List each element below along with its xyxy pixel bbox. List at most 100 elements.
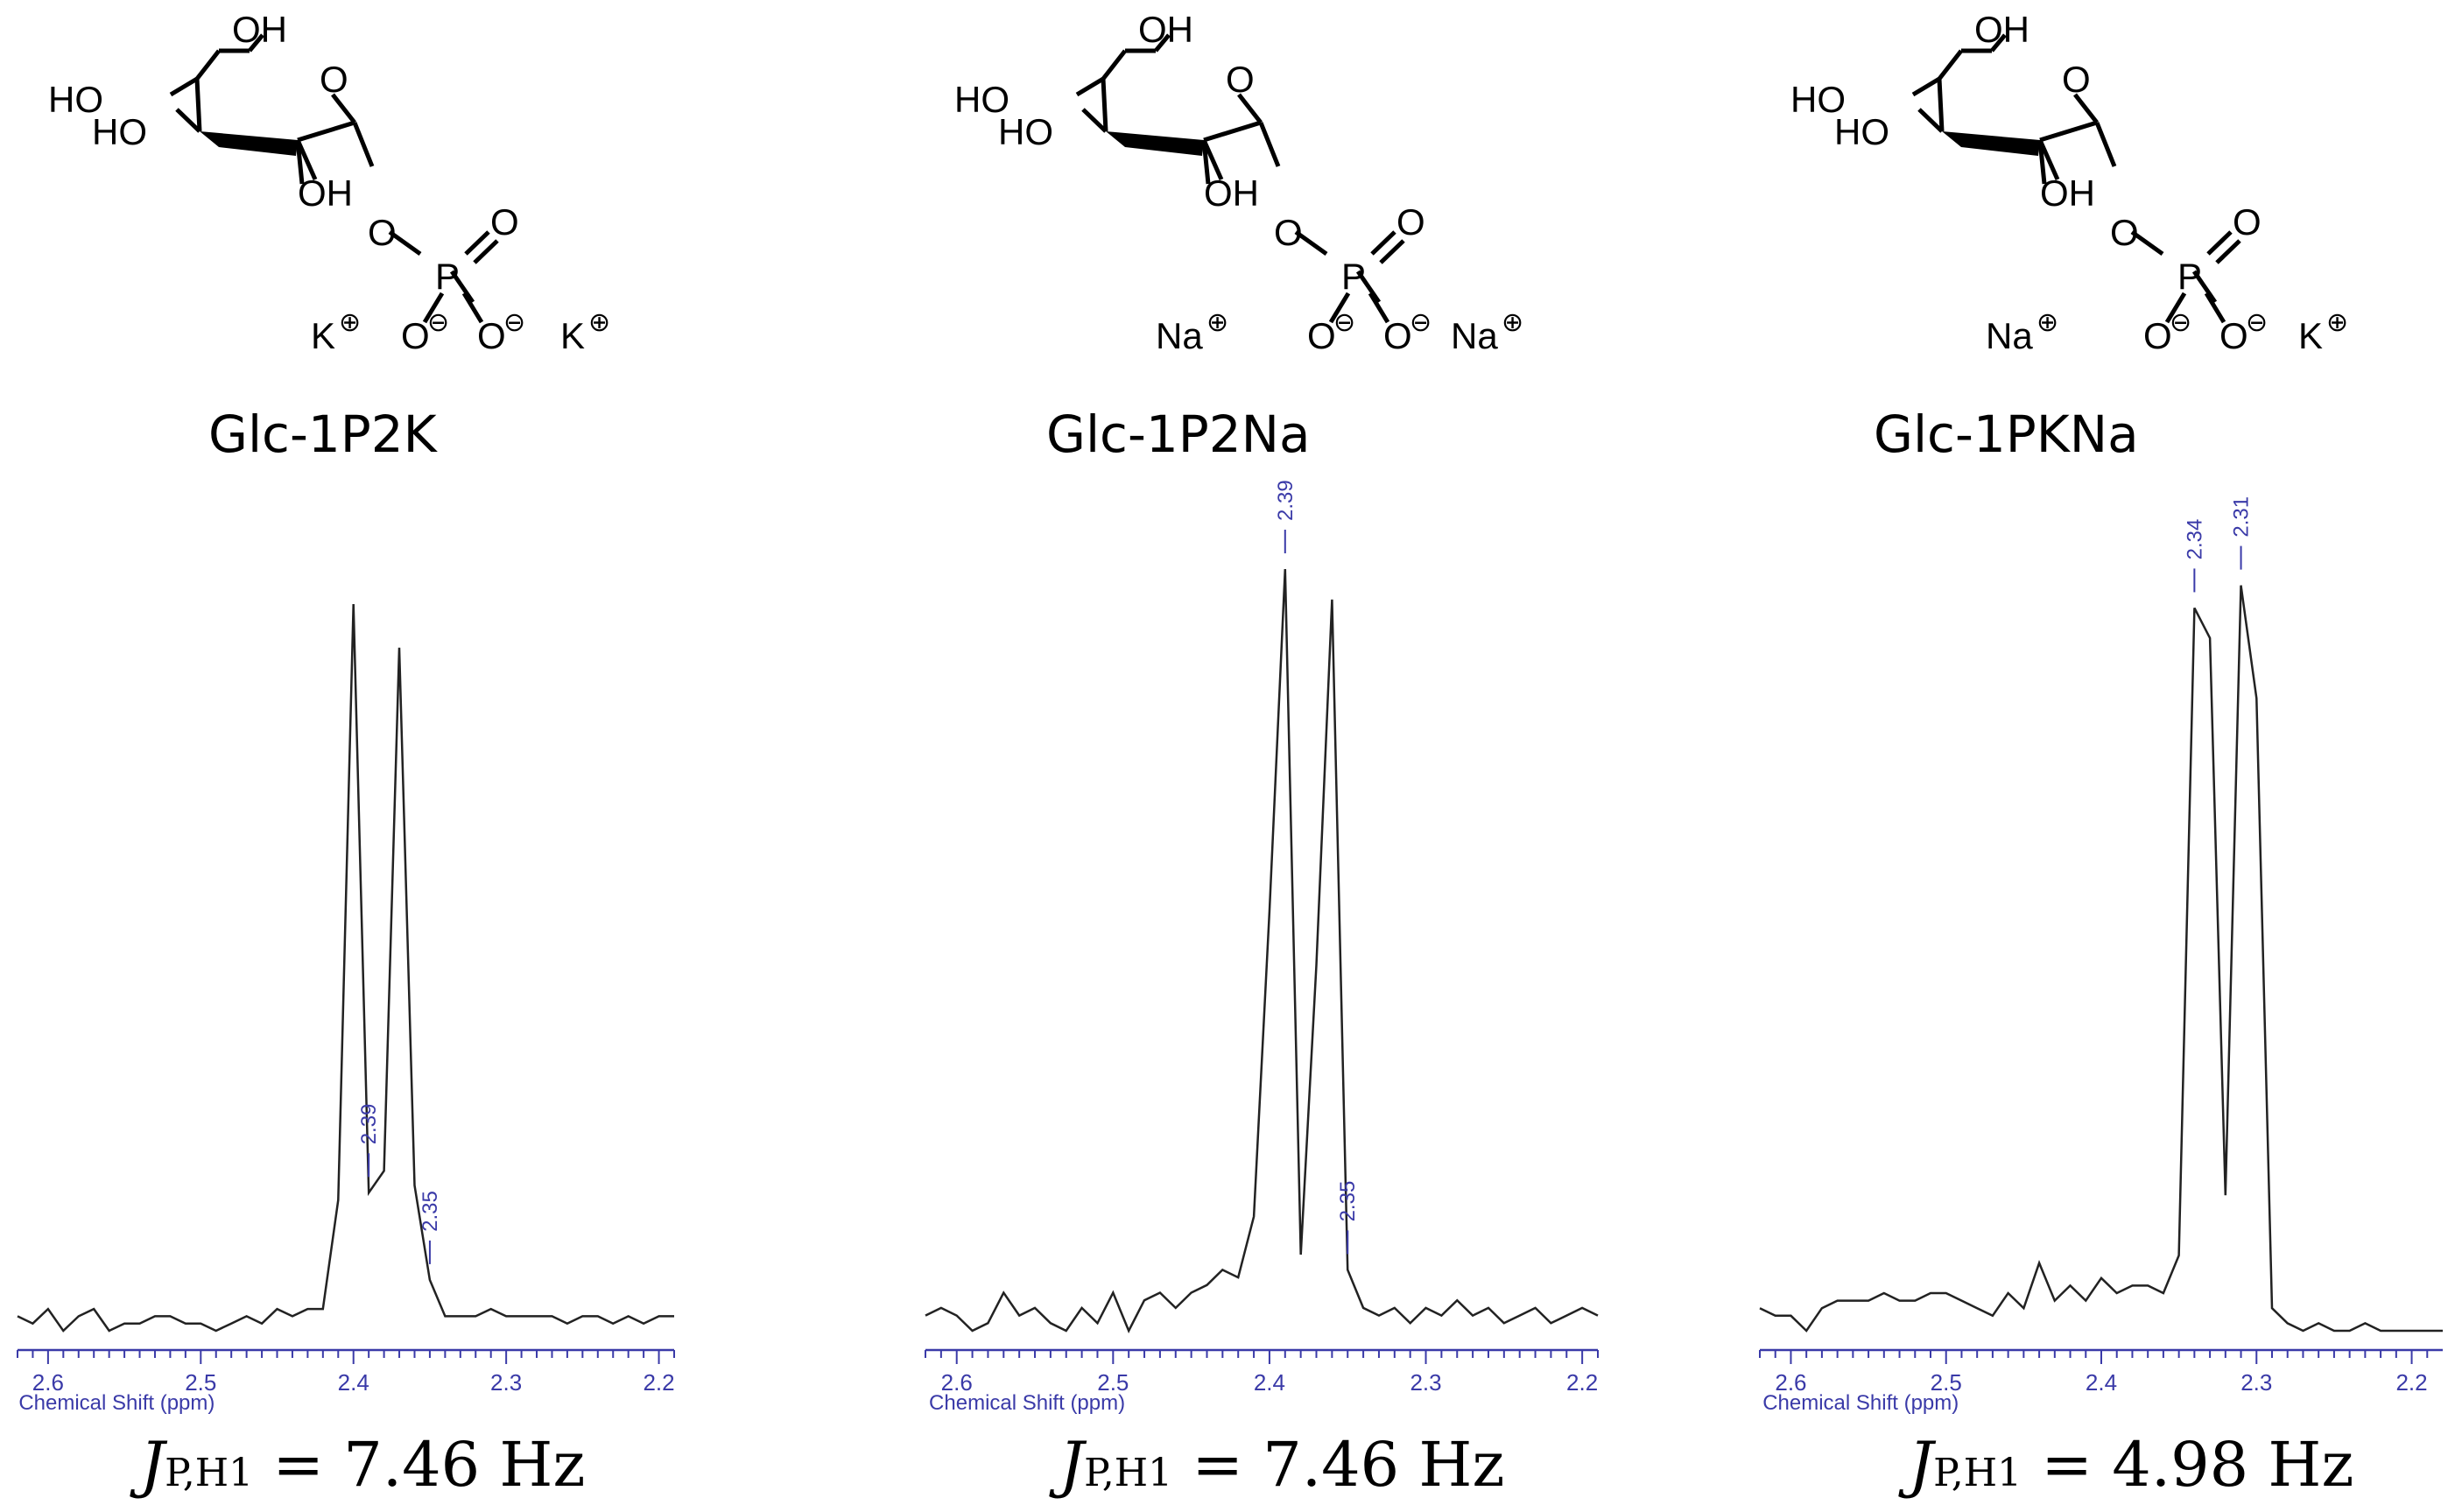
o-minus-label: O (1307, 315, 1336, 356)
j-symbol: J (140, 1429, 165, 1501)
tick-label: 2.3 (490, 1369, 522, 1396)
peak-label: 2.34 (2183, 519, 2206, 560)
ring-oxygen-label: O (1226, 59, 1255, 100)
o-minus-label: O (2143, 315, 2172, 356)
peak-label: 2.31 (2230, 496, 2254, 538)
minus-charge: ⊖ (1333, 308, 1355, 337)
oh-label: OH (232, 9, 287, 50)
j-subscript: P,H1 (165, 1451, 254, 1495)
x-axis-title: Chemical Shift (ppm) (1762, 1391, 1959, 1415)
o-minus-label: O (2219, 315, 2248, 356)
compound-name: Glc-1P2Na (1046, 404, 1311, 464)
j-symbol: J (1909, 1429, 1934, 1501)
counterion-1: Na (1986, 315, 2033, 356)
minus-charge: ⊖ (2246, 308, 2268, 337)
wedge-bond (1106, 131, 1204, 156)
tick-label: 2.2 (643, 1369, 674, 1396)
equals-sign: = (272, 1429, 325, 1501)
coupling-constant: JP,H1 = 7.46 Hz (1059, 1429, 1847, 1501)
coupling-constant: JP,H1 = 4.98 Hz (1909, 1429, 2455, 1501)
o-minus-label: O (477, 315, 506, 356)
tick-label: 2.6 (941, 1369, 973, 1396)
phosphorus-label: P (435, 256, 460, 297)
counterion-2: K (2298, 315, 2323, 356)
tick-label: 2.2 (1566, 1369, 1598, 1396)
oh-label: OH (1974, 9, 2029, 50)
ho-label: HO (998, 111, 1053, 152)
tick-label: 2.2 (2395, 1369, 2427, 1396)
panel-glc-1pkna: OH O HO HO OH O P O O ⊖ O ⊖ Na ⊕ K ⊕ Glc… (1742, 0, 2455, 1512)
peak-label: 2.39 (1274, 480, 1298, 521)
spectrum-line (925, 568, 1599, 1333)
tick-label: 2.3 (2240, 1369, 2272, 1396)
x-axis-title: Chemical Shift (ppm) (929, 1391, 1125, 1415)
o-minus-label: O (1383, 315, 1412, 356)
ho-label: HO (92, 111, 147, 152)
oh-label: OH (298, 172, 353, 214)
coupling-value: 7.46 Hz (343, 1429, 586, 1501)
spectrum-line (17, 603, 674, 1333)
wedge-bond (1942, 131, 2040, 156)
minus-charge: ⊖ (427, 308, 449, 337)
ester-oxygen-label: O (368, 212, 397, 253)
nmr-spectrum: 2.6 2.5 2.4 2.3 2.2 Chemical Shift (ppm) 2.39 2… (17, 603, 675, 1415)
nmr-spectrum: 2.6 2.5 2.4 2.3 2.2 Chemical Shift (ppm) 2.34 2… (1759, 496, 2443, 1415)
p-double-oxygen-label: O (1396, 201, 1425, 243)
plus-charge: ⊕ (1206, 308, 1228, 337)
ho-label: HO (954, 79, 1009, 120)
counterion-2: Na (1451, 315, 1498, 356)
j-subscript: P,H1 (1084, 1451, 1173, 1495)
coupling-value: 7.46 Hz (1263, 1429, 1505, 1501)
minus-charge: ⊖ (2170, 308, 2191, 337)
ho-label: HO (1790, 79, 1846, 120)
plus-charge: ⊕ (339, 308, 361, 337)
tick-label: 2.4 (2086, 1369, 2117, 1396)
equals-sign: = (1192, 1429, 1244, 1501)
molecule-structure: OH O HO HO OH O P O O ⊖ O ⊖ K ⊕ K ⊕ (48, 9, 610, 356)
tick-label: 2.6 (1775, 1369, 1806, 1396)
compound-name: Glc-1P2K (208, 404, 437, 464)
tick-label: 2.4 (1254, 1369, 1285, 1396)
peak-label: 2.39 (357, 1104, 381, 1145)
oh-label: OH (1138, 9, 1193, 50)
wedge-bond (200, 131, 298, 156)
ring-oxygen-label: O (320, 59, 348, 100)
ho-label: HO (1834, 111, 1889, 152)
counterion-1: Na (1156, 315, 1203, 356)
x-axis-title: Chemical Shift (ppm) (18, 1391, 215, 1415)
plus-charge: ⊕ (2036, 308, 2058, 337)
panel-glc-1p2na: OH O HO HO OH O P O O ⊖ O ⊖ Na ⊕ Na ⊕ Gl… (906, 0, 1694, 1512)
molecule-structure: OH O HO HO OH O P O O ⊖ O ⊖ Na ⊕ Na ⊕ (954, 9, 1523, 356)
plus-charge: ⊕ (1502, 308, 1523, 337)
spectrum-line (1759, 585, 2443, 1333)
plus-charge: ⊕ (588, 308, 610, 337)
oh-label: OH (1204, 172, 1259, 214)
molecule-structure: OH O HO HO OH O P O O ⊖ O ⊖ Na ⊕ K ⊕ (1790, 9, 2348, 356)
phosphorus-label: P (1341, 256, 1366, 297)
equals-sign: = (2041, 1429, 2093, 1501)
p-double-oxygen-label: O (490, 201, 519, 243)
plus-charge: ⊕ (2326, 308, 2348, 337)
tick-label: 2.5 (1097, 1369, 1129, 1396)
ester-oxygen-label: O (1274, 212, 1303, 253)
p-double-oxygen-label: O (2233, 201, 2262, 243)
ring-oxygen-label: O (2062, 59, 2091, 100)
tick-label: 2.5 (1931, 1369, 1962, 1396)
j-subscript: P,H1 (1933, 1451, 2022, 1495)
peak-label: 2.35 (1336, 1181, 1360, 1222)
oh-label: OH (2040, 172, 2095, 214)
peak-label: 2.35 (419, 1191, 442, 1232)
coupling-value: 4.98 Hz (2112, 1429, 2354, 1501)
ho-label: HO (48, 79, 103, 120)
tick-label: 2.4 (338, 1369, 369, 1396)
minus-charge: ⊖ (1410, 308, 1431, 337)
o-minus-label: O (401, 315, 430, 356)
coupling-constant: JP,H1 = 7.46 Hz (140, 1429, 928, 1501)
minus-charge: ⊖ (503, 308, 525, 337)
tick-label: 2.5 (185, 1369, 216, 1396)
ester-oxygen-label: O (2110, 212, 2139, 253)
panel-glc-1p2k: OH O HO HO OH O P O O ⊖ O ⊖ K ⊕ K ⊕ Glc-… (0, 0, 788, 1512)
counterion-1: K (311, 315, 335, 356)
nmr-spectrum: 2.6 2.5 2.4 2.3 2.2 Chemical Shift (ppm) 2.39 2… (925, 480, 1599, 1415)
j-symbol: J (1059, 1429, 1085, 1501)
